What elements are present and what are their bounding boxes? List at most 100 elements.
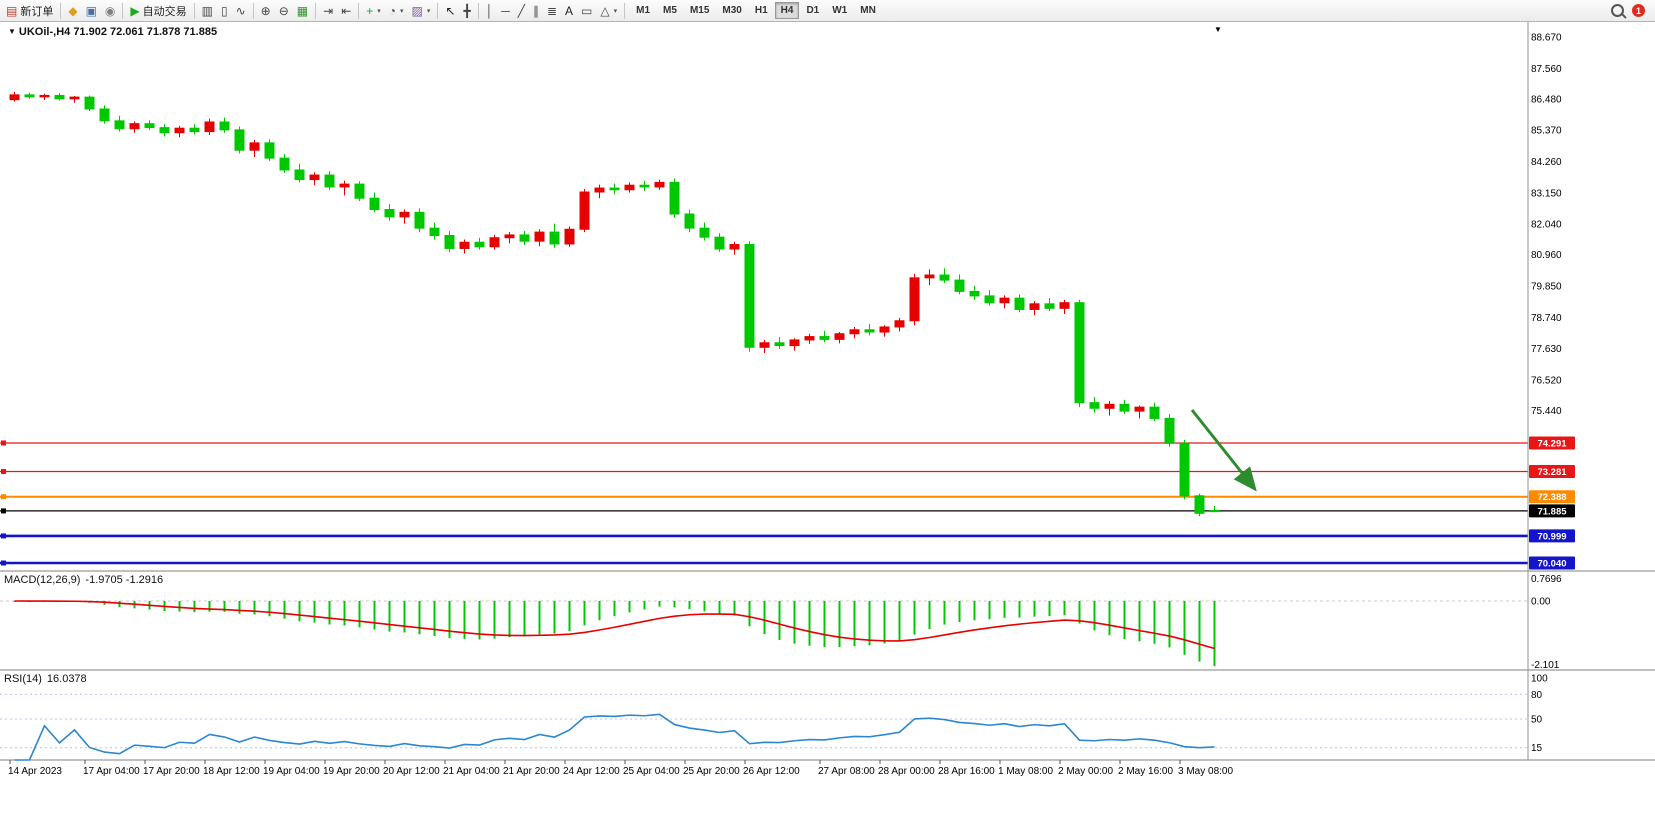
level-anchor-marker[interactable] [1,560,6,566]
dropdown-arrow-icon: ▾ [400,7,404,15]
candle-body [864,329,875,333]
price-axis[interactable]: 88.670 87.560 86.480 85.370 84.260 83.150 82.0… [1531,33,1562,418]
candle-body [819,336,830,340]
price-tick-label: 79.850 [1531,282,1562,293]
rsi-tick-label: 80 [1531,690,1543,701]
timeframe-h4[interactable]: H4 [774,2,800,19]
timeframe-m5[interactable]: M5 [657,2,683,19]
zoom-in-button[interactable]: ⊕ [257,2,275,20]
cursor-button[interactable]: ↖ [441,2,459,20]
timeframe-mn[interactable]: MN [854,2,882,19]
tile-windows-button[interactable]: ▦ [293,2,312,20]
rsi-axis[interactable]: 100 80 50 15 [1531,674,1548,755]
candle-body [84,96,95,110]
chart-shift-button[interactable]: ⇤ [337,2,355,20]
time-tick-label: 14 Apr 2023 [8,766,62,777]
rsi-tick-label: 100 [1531,674,1548,685]
level-price-tag [1529,464,1575,478]
candle-body [909,277,920,322]
auto-scroll-button[interactable]: ⇥ [319,2,337,20]
chart-shift-marker-icon[interactable]: ▼ [1214,25,1222,34]
candle-body [939,274,950,281]
trend-arrow-annotation[interactable] [1190,409,1257,492]
rsi-indicator-label: RSI(14) 16.0378 [4,673,87,685]
price-tick-label: 78.740 [1531,313,1562,324]
periods-button[interactable]: ◔ ▾ [385,2,408,20]
candle-body [414,211,425,229]
new-order-button[interactable]: ▤ 新订单 [2,2,57,20]
crosshair-icon: ╋ [463,3,471,18]
toolbar-separator [60,2,62,19]
timeframe-h1[interactable]: H1 [749,2,774,19]
text-label-button[interactable]: ▭ [577,2,596,20]
autotrade-button[interactable]: ▶ 自动交易 [126,2,190,20]
bar-chart-icon: ▥ [201,3,213,18]
macd-axis[interactable]: 0.7696 0.00 -2.101 [1531,574,1562,671]
signals-button[interactable]: ◉ [101,2,119,20]
vertical-line-button[interactable]: │ [482,2,498,20]
chart-shift-icon: ⇤ [341,3,352,18]
price-tag-text: 74.291 [1537,438,1567,449]
time-axis[interactable]: 14 Apr 2023 17 Apr 04:00 17 Apr 20:00 18 Ap… [8,760,1233,777]
fibonacci-button[interactable]: ≣ [543,2,561,20]
symbol-dropdown-icon[interactable]: ▼ [8,27,16,36]
chart-canvas[interactable]: 88.670 87.560 86.480 85.370 84.260 83.150 82.0… [0,22,1655,825]
candle-body [219,121,230,131]
line-chart-button[interactable]: ∿ [232,2,250,20]
macd-signal-line [14,600,1215,650]
bar-chart-button[interactable]: ▥ [198,2,217,20]
candle-chart-button[interactable]: ▯ [217,2,232,20]
autotrade-icon: ▶ [130,3,140,18]
indicators-button[interactable]: + ▾ [362,2,385,20]
level-anchor-marker[interactable] [1,508,6,514]
profile-button[interactable]: ▣ [82,2,101,20]
chart-plot-area[interactable] [0,22,1528,571]
templates-button[interactable]: ▨ ▾ [408,2,435,20]
price-tag-text: 71.885 [1537,506,1567,517]
timeframe-w1[interactable]: W1 [826,2,853,19]
trendline-button[interactable]: ╱ [514,2,529,20]
candle-body [54,94,65,100]
line-chart-icon: ∿ [235,3,246,18]
new-order-icon: ▤ [6,3,18,18]
level-anchor-marker[interactable] [1,533,6,539]
market-watch-button[interactable]: ◆ [64,2,81,20]
time-tick-label: 28 Apr 16:00 [938,766,995,777]
dropdown-arrow-icon: ▾ [377,7,381,15]
macd-tick-label: 0.7696 [1531,574,1562,585]
candle-body [354,183,365,199]
price-tick-label: 87.560 [1531,64,1562,75]
rsi-tick-label: 50 [1531,715,1543,726]
price-tag-text: 73.281 [1537,467,1567,478]
candle-body [69,96,80,100]
horizontal-line-button[interactable]: ─ [497,2,514,20]
candle-body [39,94,50,98]
timeframe-m30[interactable]: M30 [716,2,747,19]
candle-body [639,184,650,188]
timeframe-d1[interactable]: D1 [800,2,825,19]
search-icon[interactable] [1611,4,1624,17]
time-tick-label: 25 Apr 20:00 [683,766,740,777]
level-price-tag [1529,436,1575,450]
channel-button[interactable]: ∥ [529,2,543,20]
timeframe-m15[interactable]: M15 [684,2,715,19]
timeframe-m1[interactable]: M1 [630,2,656,19]
candle-body [99,108,110,122]
candle-body [774,342,785,347]
notification-badge[interactable]: 1 [1632,4,1645,17]
horizontal-levels-layer[interactable] [0,440,1528,566]
crosshair-button[interactable]: ╋ [459,2,474,20]
text-button[interactable]: A [561,2,577,20]
chart-window: 88.670 87.560 86.480 85.370 84.260 83.150 82.0… [0,22,1655,825]
level-anchor-marker[interactable] [1,440,6,446]
candle-body [759,342,770,348]
toolbar-separator [477,2,479,19]
level-anchor-marker[interactable] [1,468,6,474]
level-anchor-marker[interactable] [1,494,6,500]
candle-body [249,142,260,151]
arrows-button[interactable]: △ ▾ [596,2,621,20]
candle-body [729,244,740,250]
zoom-out-button[interactable]: ⊖ [275,2,293,20]
time-tick-label: 18 Apr 12:00 [203,766,260,777]
toolbar-separator [252,2,254,19]
